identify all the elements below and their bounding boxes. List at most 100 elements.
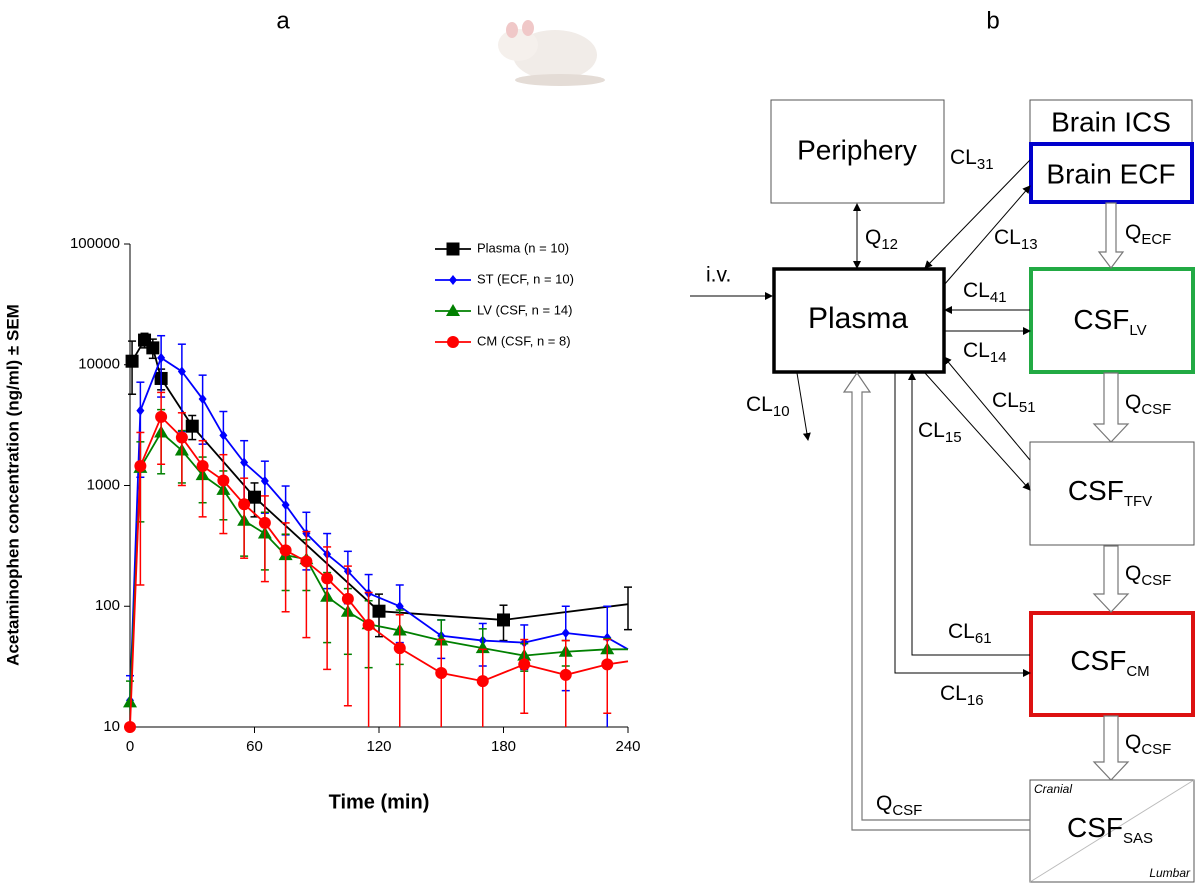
node-label: Brain ECF <box>1046 158 1175 189</box>
legend-label: CM (CSF, n = 8) <box>477 333 571 348</box>
marker <box>123 695 137 708</box>
label-base: CL <box>746 393 773 416</box>
marker <box>362 618 375 631</box>
edge-label: QECF <box>1125 221 1171 248</box>
marker <box>240 457 249 468</box>
hollow-arrow <box>1092 372 1130 443</box>
marker <box>146 341 160 355</box>
diagram: Periphery Brain ICS Brain ECF Plasma CSF… <box>690 99 1195 883</box>
legend-label: Plasma (n = 10) <box>477 240 569 255</box>
node-label: Plasma <box>808 302 908 335</box>
marker <box>258 516 271 529</box>
edge-label: Q12 <box>865 226 898 253</box>
marker <box>177 366 186 377</box>
node-box <box>770 99 945 204</box>
marker <box>217 474 230 487</box>
y-tick-label: 10 <box>103 718 120 735</box>
marker <box>136 405 145 416</box>
label-base: Q <box>876 792 892 815</box>
panel-label: b <box>986 7 999 34</box>
marker <box>321 572 334 585</box>
label-sub: CSF <box>892 802 922 819</box>
marker <box>175 431 188 444</box>
hollow-arrow <box>1092 715 1130 781</box>
marker <box>497 613 510 627</box>
label-sub: CSF <box>1141 572 1171 589</box>
label-base: CL <box>918 419 945 442</box>
label-base: CL <box>963 339 990 362</box>
label-sub: CSF <box>1141 741 1171 758</box>
label-sub: CM <box>1126 663 1149 680</box>
hollow-arrow <box>1092 545 1130 613</box>
edge-label: CL61 <box>948 620 992 647</box>
y-tick-label: 100 <box>95 597 120 614</box>
marker <box>518 658 531 671</box>
label-sub: ECF <box>1141 231 1171 248</box>
x-tick-label: 120 <box>366 738 391 755</box>
marker <box>185 419 199 433</box>
label-base: CSF <box>1067 812 1123 843</box>
edge-label: CL10 <box>746 393 790 420</box>
label-base: CL <box>940 682 967 705</box>
y-tick-label: 10000 <box>78 356 120 373</box>
marker <box>157 352 166 363</box>
x-tick-label: 60 <box>246 738 263 755</box>
legend-label: ST (ECF, n = 10) <box>477 271 574 286</box>
node-box <box>1029 441 1195 546</box>
arrow <box>943 185 1031 286</box>
node-box <box>772 267 946 374</box>
marker <box>475 641 490 654</box>
marker <box>125 354 139 368</box>
corner-label: Cranial <box>1034 782 1072 796</box>
marker <box>134 460 147 473</box>
arrow <box>908 372 1030 656</box>
arrow <box>796 372 811 441</box>
node-box <box>1029 611 1195 717</box>
label-sub: 12 <box>881 236 898 253</box>
edge-label: CL41 <box>963 279 1007 306</box>
arrow <box>924 159 1031 269</box>
series-line <box>129 356 629 701</box>
label-sub: 14 <box>990 349 1007 366</box>
marker <box>372 604 386 618</box>
label-sub: 41 <box>990 289 1007 306</box>
label-sub: LV <box>1129 322 1146 339</box>
marker <box>435 667 448 680</box>
label-base: Q <box>1125 391 1141 414</box>
chart: Acetaminophen concentration (ng/ml) ± SE… <box>3 235 640 813</box>
label-sub: 13 <box>1021 236 1038 253</box>
marker <box>393 642 406 655</box>
hollow-arrow <box>842 371 1031 831</box>
label-sub: SAS <box>1123 830 1153 847</box>
label-sub: 10 <box>773 403 790 420</box>
marker <box>300 555 313 568</box>
marker <box>476 675 489 688</box>
label-base: Q <box>1125 221 1141 244</box>
edge-label: QCSF <box>1125 391 1171 418</box>
divider <box>1029 779 1195 883</box>
marker <box>601 658 614 671</box>
node-box <box>1029 142 1194 204</box>
arrow <box>894 373 1031 677</box>
arrow <box>943 356 1031 461</box>
label-base: CL <box>963 279 990 302</box>
label-sub: 15 <box>945 429 962 446</box>
legend-marker <box>446 304 460 316</box>
edge-label: CL16 <box>940 682 984 709</box>
marker <box>196 460 209 473</box>
node-label: CSFSAS <box>1067 812 1153 847</box>
marker <box>238 498 251 511</box>
label-base: CSF <box>1068 475 1124 506</box>
label-base: CSF <box>1070 645 1126 676</box>
marker <box>561 628 570 639</box>
label-sub: 61 <box>975 630 992 647</box>
label-sub: CSF <box>1141 401 1171 418</box>
marker <box>219 430 228 441</box>
node-box <box>1029 267 1195 374</box>
x-tick-label: 180 <box>491 738 516 755</box>
label-sub: TFV <box>1124 493 1152 510</box>
y-tick-label: 1000 <box>87 476 120 493</box>
label-sub: 16 <box>967 692 984 709</box>
edge-label: QCSF <box>1125 731 1171 758</box>
